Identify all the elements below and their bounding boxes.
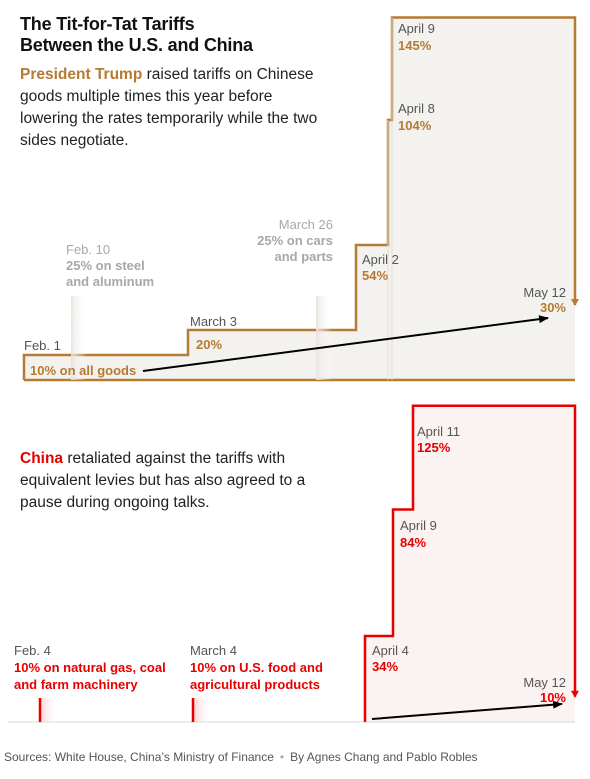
china-tariff-chart: Feb. 4 10% on natural gas, coal and farm m… bbox=[8, 404, 579, 723]
china-date-april-11: April 11 bbox=[417, 424, 460, 439]
us-date-feb-1: Feb. 1 bbox=[24, 338, 61, 353]
china-value-feb-4-line-1: 10% on natural gas, coal bbox=[14, 660, 166, 675]
us-date-march-3: March 3 bbox=[190, 314, 237, 329]
sector-label-march-26-line-1: 25% on cars bbox=[257, 233, 333, 248]
us-date-may-12: May 12 bbox=[523, 285, 566, 300]
us-tariff-step-line bbox=[22, 16, 577, 380]
sector-marker-march-26 bbox=[316, 296, 332, 380]
us-value-april-2: 54% bbox=[362, 268, 388, 283]
us-description-highlight: President Trump bbox=[20, 66, 143, 83]
sector-label-feb-10-line-2: and aluminum bbox=[66, 274, 154, 289]
us-value-may-12: 30% bbox=[540, 300, 566, 315]
sector-label-feb-10-line-1: 25% on steel bbox=[66, 258, 145, 273]
us-value-feb-1: 10% on all goods bbox=[30, 363, 136, 378]
chart-title-line-2: Between the U.S. and China bbox=[20, 35, 253, 55]
china-date-may-12: May 12 bbox=[523, 675, 566, 690]
us-date-april-9: April 9 bbox=[398, 21, 435, 36]
us-tariff-area bbox=[24, 17, 575, 380]
china-annotation-arrow bbox=[371, 700, 563, 720]
china-value-april-11: 125% bbox=[417, 440, 451, 455]
sector-label-march-26-line-2: and parts bbox=[274, 249, 333, 264]
separator-dot: • bbox=[279, 750, 285, 764]
tariff-charts: Feb. 1 10% on all goods March 3 20% April 25… bbox=[8, 16, 579, 723]
china-drop-arrowhead bbox=[571, 690, 579, 698]
china-value-feb-4-line-2: and farm machinery bbox=[14, 677, 138, 692]
sector-date-march-26: March 26 bbox=[279, 217, 333, 232]
china-value-april-4: 34% bbox=[372, 659, 398, 674]
china-date-april-4: April 4 bbox=[372, 643, 409, 658]
us-date-april-8: April 8 bbox=[398, 101, 435, 116]
china-description-highlight: China bbox=[20, 450, 64, 467]
china-tariff-area bbox=[365, 405, 575, 722]
china-value-april-9: 84% bbox=[400, 535, 426, 550]
china-value-march-4-line-2: agricultural products bbox=[190, 677, 320, 692]
china-sector-fade-feb-4 bbox=[40, 698, 58, 722]
us-value-april-9: 145% bbox=[398, 38, 432, 53]
china-description: China retaliated against the tariffs wit… bbox=[20, 448, 320, 514]
china-date-feb-4: Feb. 4 bbox=[14, 643, 51, 658]
us-description-text: raised tariffs on Chinese goods multiple… bbox=[20, 66, 318, 149]
us-value-april-8: 104% bbox=[398, 118, 432, 133]
sector-marker-feb-10 bbox=[71, 296, 87, 380]
chart-title-line-1: The Tit-for-Tat Tariffs bbox=[20, 14, 195, 34]
china-tariff-step-line bbox=[363, 404, 577, 722]
source-text: Sources: White House, China’s Ministry o… bbox=[4, 750, 274, 764]
us-annotation-arrow bbox=[142, 315, 549, 372]
china-value-may-12: 10% bbox=[540, 690, 566, 705]
sector-date-feb-10: Feb. 10 bbox=[66, 242, 110, 257]
china-date-april-9: April 9 bbox=[400, 518, 437, 533]
china-date-march-4: March 4 bbox=[190, 643, 237, 658]
china-sector-fade-march-4 bbox=[193, 698, 211, 722]
byline: By Agnes Chang and Pablo Robles bbox=[290, 750, 478, 764]
us-tariff-chart: Feb. 1 10% on all goods March 3 20% April 25… bbox=[22, 16, 579, 382]
source-line: Sources: White House, China’s Ministry o… bbox=[4, 750, 478, 764]
chart-title: The Tit-for-Tat Tariffs Between the U.S.… bbox=[20, 14, 253, 56]
us-value-march-3: 20% bbox=[196, 337, 222, 352]
us-description: President Trump raised tariffs on Chines… bbox=[20, 64, 320, 152]
us-date-april-2: April 2 bbox=[362, 252, 399, 267]
china-value-march-4-line-1: 10% on U.S. food and bbox=[190, 660, 323, 675]
us-drop-arrowhead bbox=[571, 299, 579, 306]
china-description-text: retaliated against the tariffs with equi… bbox=[20, 450, 306, 511]
